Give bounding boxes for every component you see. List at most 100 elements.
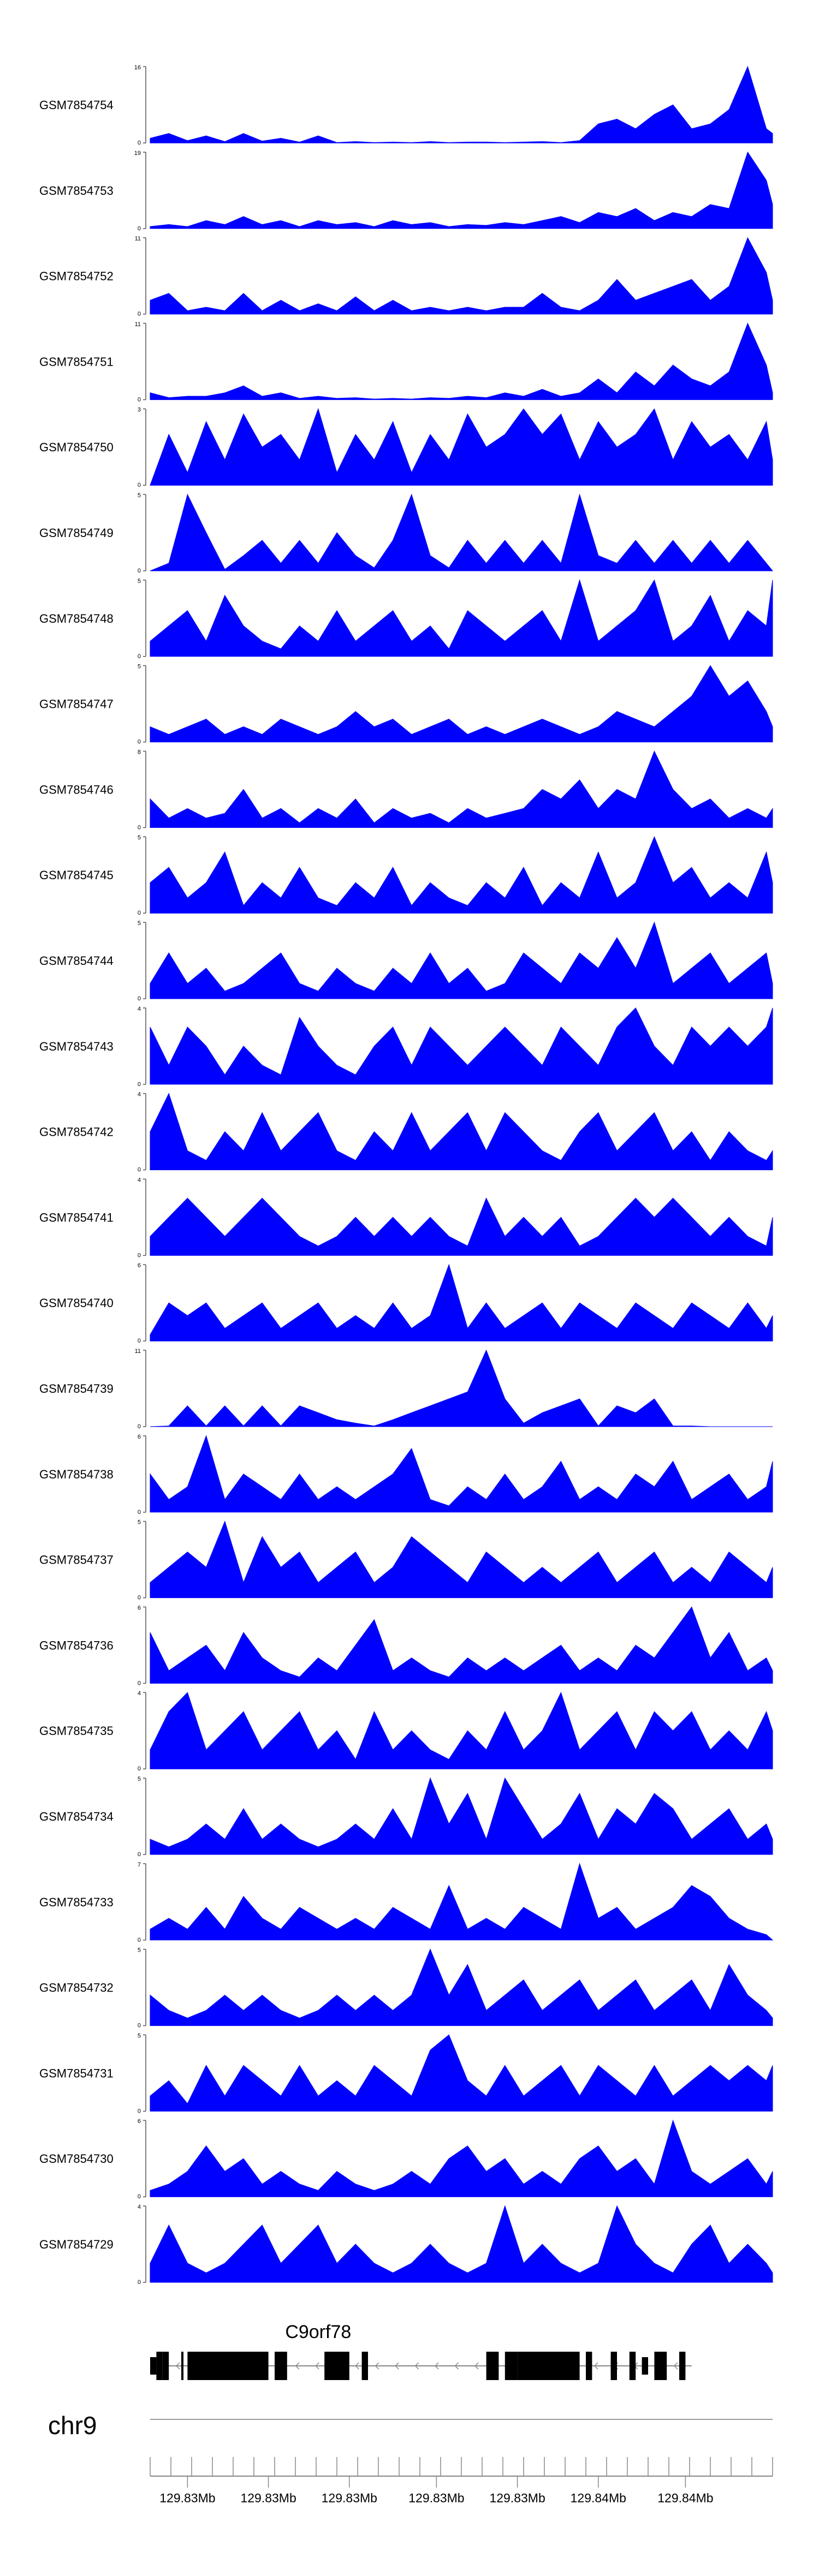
track-GSM7854750: GSM7854750 3 0 xyxy=(39,407,773,488)
track-GSM7854737: GSM7854737 5 0 xyxy=(39,1519,773,1601)
y-tick-label-zero: 0 xyxy=(138,2023,141,2029)
y-tick-label-max: 5 xyxy=(138,920,141,927)
coordinate-label: 129.84Mb xyxy=(657,2491,713,2505)
coverage-area xyxy=(150,237,773,315)
track-label: GSM7854733 xyxy=(39,1895,114,1909)
exon xyxy=(486,2352,499,2380)
y-tick-label-zero: 0 xyxy=(138,1081,141,1088)
track-label: GSM7854745 xyxy=(39,868,114,882)
coverage-area xyxy=(150,921,773,999)
track-GSM7854746: GSM7854746 8 0 xyxy=(39,749,773,831)
y-tick-label-zero: 0 xyxy=(138,1252,141,1259)
y-tick-label-max: 6 xyxy=(138,1605,141,1611)
coverage-area xyxy=(150,1520,773,1599)
coverage-area xyxy=(150,2034,773,2112)
strand-arrow xyxy=(594,2362,598,2370)
y-tick-label-zero: 0 xyxy=(138,311,141,318)
y-tick-label-zero: 0 xyxy=(138,1851,141,1858)
y-tick-label-zero: 0 xyxy=(138,1423,141,1430)
track-GSM7854731: GSM7854731 5 0 xyxy=(39,2032,773,2114)
y-tick-label-max: 6 xyxy=(138,2118,141,2125)
coordinate-label: 129.83Mb xyxy=(322,2491,377,2505)
y-tick-label-max: 4 xyxy=(138,2204,141,2210)
exon xyxy=(654,2352,667,2380)
coverage-area xyxy=(150,1863,774,1941)
track-label: GSM7854747 xyxy=(39,697,114,711)
y-tick-label-max: 7 xyxy=(138,1862,141,1868)
exon xyxy=(324,2352,349,2380)
coverage-area xyxy=(150,151,773,229)
track-label: GSM7854749 xyxy=(39,526,114,540)
y-tick-label-zero: 0 xyxy=(138,2279,141,2286)
track-label: GSM7854741 xyxy=(39,1211,114,1224)
strand-arrow xyxy=(355,2362,359,2370)
coverage-area xyxy=(150,1435,773,1513)
coverage-area xyxy=(150,408,773,486)
gene-label: C9orf78 xyxy=(285,2322,351,2342)
coverage-area xyxy=(150,579,773,657)
track-GSM7854734: GSM7854734 5 0 xyxy=(39,1776,773,1858)
track-label: GSM7854731 xyxy=(39,2066,114,2080)
track-GSM7854754: GSM7854754 16 0 xyxy=(39,64,773,146)
coverage-area xyxy=(150,2119,773,2197)
y-tick-label-zero: 0 xyxy=(138,1680,141,1686)
chromosome-label: chr9 xyxy=(48,2411,97,2440)
y-tick-label-max: 8 xyxy=(138,749,141,755)
track-GSM7854733: GSM7854733 7 0 xyxy=(39,1862,774,1943)
y-tick-label-max: 11 xyxy=(135,321,141,327)
track-GSM7854751: GSM7854751 11 0 xyxy=(39,321,773,403)
strand-arrow xyxy=(414,2362,419,2370)
track-label: GSM7854734 xyxy=(39,1810,114,1823)
y-tick-label-zero: 0 xyxy=(138,995,141,1002)
gene-track: C9orf78 xyxy=(150,2322,692,2380)
coverage-area xyxy=(150,493,774,571)
track-label: GSM7854742 xyxy=(39,1125,114,1139)
track-label: GSM7854732 xyxy=(39,1981,114,1995)
exon xyxy=(629,2352,636,2380)
y-tick-label-max: 5 xyxy=(138,492,141,499)
coverage-area xyxy=(150,1093,773,1171)
track-label: GSM7854743 xyxy=(39,1040,114,1053)
coverage-area xyxy=(150,750,773,828)
coverage-area xyxy=(150,1007,773,1085)
coverage-area xyxy=(150,1691,773,1769)
track-label: GSM7854737 xyxy=(39,1553,114,1567)
y-tick-label-max: 11 xyxy=(135,236,141,242)
coverage-area xyxy=(150,665,773,743)
track-GSM7854736: GSM7854736 6 0 xyxy=(39,1605,773,1686)
exon xyxy=(505,2352,518,2380)
track-GSM7854742: GSM7854742 4 0 xyxy=(39,1092,773,1173)
track-GSM7854747: GSM7854747 5 0 xyxy=(39,664,773,746)
y-tick-label-max: 16 xyxy=(134,64,141,71)
coverage-area xyxy=(150,2205,773,2283)
strand-arrow xyxy=(474,2362,479,2370)
track-label: GSM7854739 xyxy=(39,1382,114,1396)
strand-arrow xyxy=(673,2362,678,2370)
y-tick-label-zero: 0 xyxy=(138,739,141,746)
track-label: GSM7854751 xyxy=(39,355,114,368)
y-tick-label-zero: 0 xyxy=(138,1766,141,1772)
chromosome-axis: chr9 129.83Mb 129.83Mb 129.83Mb 129.83Mb 129.… xyxy=(48,2411,773,2505)
track-GSM7854730: GSM7854730 6 0 xyxy=(39,2118,773,2200)
y-tick-label-max: 4 xyxy=(138,1006,141,1012)
track-label: GSM7854746 xyxy=(39,783,114,796)
track-GSM7854732: GSM7854732 5 0 xyxy=(39,1947,773,2029)
track-GSM7854741: GSM7854741 4 0 xyxy=(39,1177,773,1259)
strand-arrow xyxy=(395,2362,399,2370)
coordinate-label: 129.83Mb xyxy=(489,2491,545,2505)
y-tick-label-max: 5 xyxy=(138,664,141,670)
y-tick-label-zero: 0 xyxy=(138,1338,141,1344)
strand-arrow xyxy=(315,2362,319,2370)
strand-arrow xyxy=(175,2362,180,2370)
y-tick-label-max: 6 xyxy=(138,1262,141,1269)
exon xyxy=(162,2352,169,2380)
y-tick-label-max: 4 xyxy=(138,1690,141,1697)
coordinate-label: 129.83Mb xyxy=(240,2491,296,2505)
coordinate-label: 129.83Mb xyxy=(159,2491,215,2505)
y-tick-label-zero: 0 xyxy=(138,910,141,916)
track-GSM7854735: GSM7854735 4 0 xyxy=(39,1690,773,1772)
y-tick-label-zero: 0 xyxy=(138,2193,141,2200)
track-GSM7854748: GSM7854748 5 0 xyxy=(39,578,773,660)
y-tick-label-zero: 0 xyxy=(138,140,141,146)
